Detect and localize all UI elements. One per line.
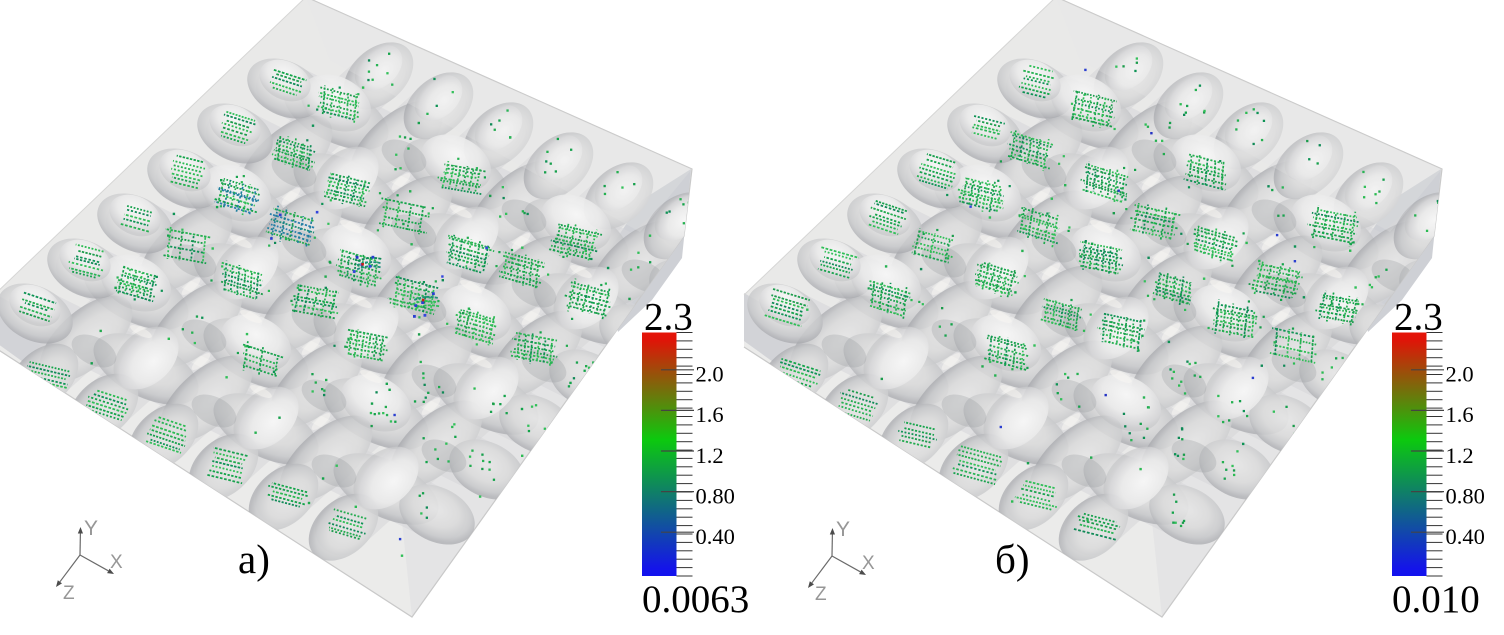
svg-text:а): а) bbox=[238, 536, 270, 582]
svg-text:2.3: 2.3 bbox=[644, 296, 693, 339]
svg-text:0.010: 0.010 bbox=[1392, 578, 1480, 621]
svg-text:2.0: 2.0 bbox=[696, 362, 724, 387]
svg-text:1.6: 1.6 bbox=[1446, 402, 1474, 427]
svg-text:2.3: 2.3 bbox=[1394, 296, 1443, 339]
svg-text:0.80: 0.80 bbox=[696, 483, 735, 508]
svg-text:Y: Y bbox=[84, 517, 98, 540]
svg-text:X: X bbox=[862, 553, 875, 574]
svg-text:1.6: 1.6 bbox=[696, 402, 724, 427]
svg-text:Z: Z bbox=[815, 584, 827, 605]
svg-text:Z: Z bbox=[63, 583, 75, 604]
svg-text:0.40: 0.40 bbox=[1446, 524, 1485, 549]
svg-text:2.0: 2.0 bbox=[1446, 362, 1474, 387]
svg-text:0.80: 0.80 bbox=[1446, 483, 1485, 508]
svg-text:1.2: 1.2 bbox=[1446, 443, 1474, 468]
svg-text:X: X bbox=[110, 552, 123, 573]
svg-text:0.0063: 0.0063 bbox=[642, 578, 749, 621]
svg-text:1.2: 1.2 bbox=[696, 443, 724, 468]
svg-text:б): б) bbox=[995, 536, 1030, 582]
svg-text:0.40: 0.40 bbox=[696, 524, 735, 549]
svg-text:Y: Y bbox=[836, 518, 850, 541]
